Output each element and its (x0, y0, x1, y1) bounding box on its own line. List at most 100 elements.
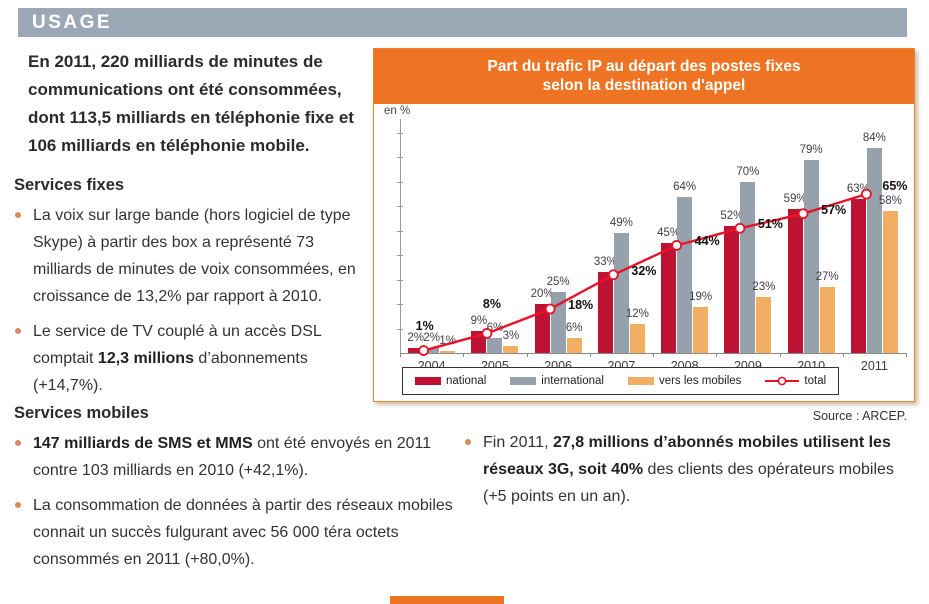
bar-value-label: 70% (736, 165, 760, 178)
bar-value-label: 12% (625, 307, 649, 320)
legend-item: total (765, 375, 826, 387)
legend-swatch-icon (510, 377, 537, 385)
bullet-text: La voix sur large bande (hors logiciel d… (33, 207, 356, 305)
x-axis-tick (463, 353, 465, 357)
footer-accent-bar (390, 596, 504, 604)
x-axis-tick (716, 353, 718, 357)
list-item: Le service de TV couplé à un accès DSL c… (14, 318, 366, 399)
chart-bar-national (408, 348, 424, 353)
chart-bar-national (724, 225, 740, 353)
bullet-text: Le service de TV couplé à un accès DSL c… (33, 323, 322, 394)
bullet-icon (465, 439, 471, 445)
bar-value-label: 2% (407, 332, 424, 345)
total-value-label: 32% (631, 263, 657, 278)
bar-value-label: 6% (565, 322, 583, 335)
chart-bar-vers-les-mobiles (882, 211, 898, 353)
chart-bar-vers-les-mobiles (440, 350, 456, 353)
bar-value-label: 52% (720, 209, 744, 222)
intro-paragraph: En 2011, 220 milliards de minutes de com… (28, 52, 354, 155)
y-axis-unit-label: en % (384, 105, 411, 117)
total-value-label: 65% (882, 179, 908, 194)
legend-item: vers les mobiles (627, 375, 742, 387)
total-line (418, 188, 872, 356)
chart-bar-international (677, 196, 693, 353)
y-axis-tick (397, 230, 403, 232)
chart-plot: 2% 2% 1% 2004 9% 6% 3% 2005 20% 25% 6% 2006 33% 49% 12… (397, 119, 908, 373)
chart-title-line-1: Part du trafic IP au départ des postes f… (487, 58, 801, 75)
legend-label: national (446, 375, 487, 387)
bar-value-label: 23% (752, 280, 776, 293)
legend-line-icon (765, 376, 800, 386)
bar-value-label: 9% (470, 315, 488, 327)
bar-value-label: 59% (783, 192, 807, 205)
y-axis-tick (397, 181, 403, 183)
legend-swatch-icon (627, 377, 654, 385)
bar-value-label: 3% (502, 329, 520, 342)
x-axis-tick (779, 353, 781, 357)
legend-label: vers les mobiles (658, 375, 742, 387)
bullet-icon (15, 440, 21, 446)
y-axis-tick (397, 157, 403, 159)
chart-bar-national (661, 243, 677, 353)
chart-bar-vers-les-mobiles (693, 306, 709, 353)
bar-value-label: 19% (689, 290, 713, 303)
y-axis-tick (397, 206, 403, 208)
chart-bar-international (487, 338, 503, 353)
source-caption: Source : ARCEP. (812, 409, 907, 423)
chart-bar-vers-les-mobiles (503, 345, 519, 353)
total-marker-icon (544, 303, 556, 315)
chart-bar-vers-les-mobiles (819, 287, 835, 353)
bar-value-label: 25% (546, 275, 570, 288)
total-marker-icon (797, 208, 809, 220)
bar-value-label: 20% (530, 288, 554, 301)
bar-value-label: 27% (815, 271, 839, 283)
chart-bar-national (597, 272, 613, 353)
ip-traffic-chart: Part du trafic IP au départ des postes f… (373, 48, 915, 402)
mobile-services-list: 147 milliards de SMS et MMS ont été envo… (14, 430, 462, 581)
x-axis-tick (842, 353, 844, 357)
total-value-label: 1% (415, 318, 434, 333)
bullet-icon (15, 328, 21, 334)
chart-bar-national (850, 199, 866, 353)
services-fixes-heading: Services fixes (14, 176, 125, 194)
list-item: Fin 2011, 27,8 millions d’abonnés mobile… (464, 429, 912, 510)
list-item: La consommation de données à partir des … (14, 492, 462, 573)
chart-title-line-2: selon la destination d'appel (542, 77, 746, 94)
y-axis-tick (397, 279, 403, 281)
bar-value-label: 33% (593, 256, 617, 269)
list-item: 147 milliards de SMS et MMS ont été envo… (14, 430, 462, 484)
total-value-label: 8% (482, 297, 501, 312)
total-marker-icon (607, 269, 619, 281)
total-marker-icon (734, 222, 746, 234)
bullet-icon (15, 502, 21, 508)
total-marker-icon (860, 188, 872, 200)
total-value-label: 44% (694, 234, 720, 249)
x-axis-tick (589, 353, 591, 357)
chart-bar-national (534, 304, 550, 353)
chart-bar-national (787, 208, 803, 353)
bar-value-label: 49% (609, 217, 633, 230)
chart-legend: national international vers les mobiles tot… (402, 367, 840, 395)
legend-item: national (415, 375, 486, 387)
list-item: La voix sur large bande (hors logiciel d… (14, 202, 366, 310)
chart-bar-vers-les-mobiles (629, 323, 645, 353)
bar-value-label: 64% (673, 180, 697, 193)
legend-label: international (541, 375, 604, 387)
total-marker-icon (671, 240, 683, 251)
bar-value-label: 79% (799, 143, 823, 156)
legend-swatch-icon (415, 377, 441, 385)
chart-bar-international (613, 233, 629, 353)
y-axis-tick (397, 133, 403, 134)
bullet-icon (15, 212, 21, 218)
legend-item: international (510, 375, 604, 387)
chart-bar-vers-les-mobiles (756, 296, 772, 353)
y-axis-tick (397, 255, 403, 257)
section-title: USAGE (32, 12, 113, 33)
total-marker-icon (418, 345, 430, 356)
section-header-bar: USAGE (18, 8, 907, 37)
x-axis-tick (653, 353, 654, 357)
chart-bar-international (866, 147, 882, 353)
fixed-services-list: La voix sur large bande (hors logiciel d… (14, 202, 366, 407)
total-value-label: 57% (821, 202, 847, 217)
